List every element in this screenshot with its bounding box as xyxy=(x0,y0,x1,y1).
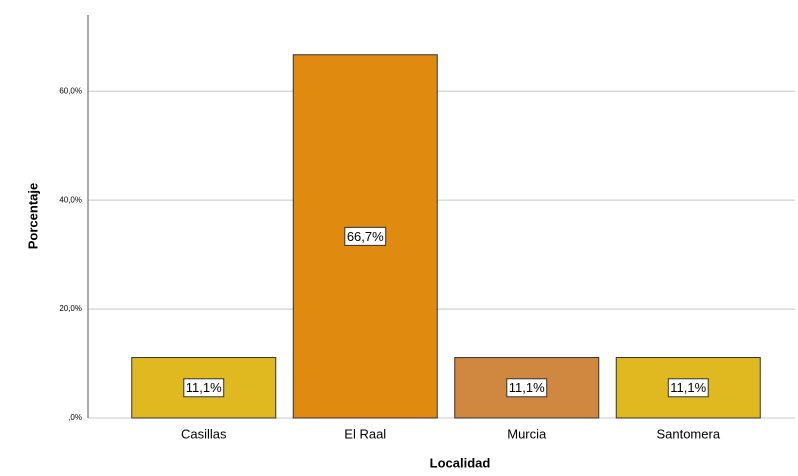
value-label: 11,1% xyxy=(670,380,706,395)
value-label-box xyxy=(183,378,225,398)
y-tick-label: 40,0% xyxy=(59,195,82,204)
value-label: 66,7% xyxy=(347,229,384,244)
value-label: 11,1% xyxy=(186,380,222,395)
value-label-box xyxy=(506,378,548,398)
y-tick-label: 60,0% xyxy=(59,86,82,95)
x-tick-label: Santomera xyxy=(656,426,720,441)
x-tick-label: Murcia xyxy=(507,426,547,441)
x-tick-label: Casillas xyxy=(181,426,227,441)
x-tick-label: El Raal xyxy=(344,426,386,441)
value-label: 11,1% xyxy=(509,380,545,395)
value-label-box xyxy=(344,226,387,246)
x-axis-label: Localidad xyxy=(430,455,491,470)
y-tick-label: ,0% xyxy=(68,413,82,422)
value-label-box xyxy=(667,378,709,398)
y-axis-label: Porcentaje xyxy=(25,183,40,249)
y-tick-label: 20,0% xyxy=(59,304,82,313)
